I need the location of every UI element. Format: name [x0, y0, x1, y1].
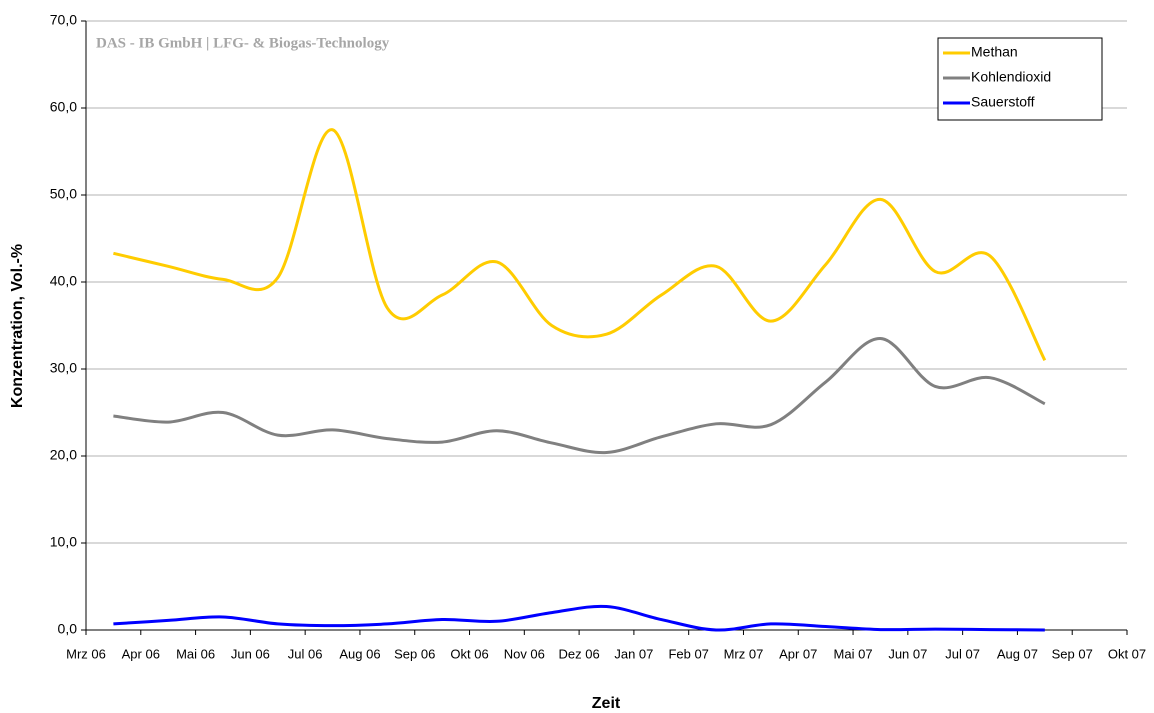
y-tick-label: 60,0 — [50, 99, 77, 115]
series-line — [113, 128, 1047, 361]
series-line — [113, 604, 1045, 632]
x-tick-label: Jun 07 — [888, 646, 927, 661]
series-line — [113, 337, 1046, 455]
legend-label: Sauerstoff — [971, 94, 1035, 110]
x-tick-label: Aug 07 — [997, 646, 1038, 661]
y-tick-label: 40,0 — [50, 273, 77, 289]
y-tick-label: 10,0 — [50, 534, 77, 550]
x-tick-label: Aug 06 — [339, 646, 380, 661]
x-tick-label: Dez 06 — [559, 646, 600, 661]
x-tick-label: Okt 07 — [1108, 646, 1146, 661]
x-tick-label: Jul 06 — [288, 646, 323, 661]
x-tick-label: Jan 07 — [614, 646, 653, 661]
x-tick-label: Apr 06 — [122, 646, 160, 661]
x-tick-label: Jun 06 — [231, 646, 270, 661]
x-axis-title: Zeit — [592, 695, 621, 712]
x-tick-label: Feb 07 — [668, 646, 708, 661]
x-tick-label: Mrz 07 — [724, 646, 764, 661]
x-tick-label: Mai 07 — [834, 646, 873, 661]
y-tick-label: 0,0 — [58, 621, 78, 637]
x-tick-label: Mrz 06 — [66, 646, 106, 661]
y-axis-title: Konzentration, Vol.-% — [9, 244, 26, 408]
y-tick-label: 30,0 — [50, 360, 77, 376]
y-tick-label: 20,0 — [50, 447, 77, 463]
x-tick-label: Sep 07 — [1052, 646, 1093, 661]
x-tick-label: Okt 06 — [450, 646, 488, 661]
y-tick-label: 70,0 — [50, 12, 77, 28]
x-tick-label: Mai 06 — [176, 646, 215, 661]
x-tick-label: Sep 06 — [394, 646, 435, 661]
watermark: DAS - IB GmbH | LFG- & Biogas-Technology — [96, 35, 390, 51]
legend-label: Methan — [971, 44, 1018, 60]
legend-label: Kohlendioxid — [971, 69, 1051, 85]
x-tick-label: Apr 07 — [779, 646, 817, 661]
x-tick-label: Nov 06 — [504, 646, 545, 661]
y-tick-label: 50,0 — [50, 186, 77, 202]
x-tick-label: Jul 07 — [945, 646, 980, 661]
